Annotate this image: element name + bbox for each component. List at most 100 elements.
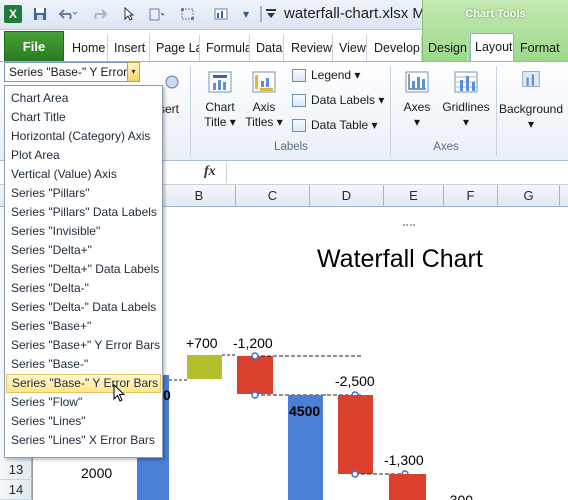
gridlines-button[interactable]: Gridlines ▾ (440, 70, 492, 130)
chart-plot: 0 +700 -1,200 4500 -2,500 -1,300 -300 (137, 335, 473, 500)
selection-handle[interactable] (251, 352, 259, 360)
menu-item[interactable]: Series "Delta-" (11, 281, 89, 295)
tab-developer[interactable]: Develop (370, 35, 422, 61)
column-header-g[interactable]: G (498, 185, 560, 207)
chart-resize-handle[interactable] (403, 224, 415, 228)
paste-icon[interactable] (146, 5, 166, 23)
axes-group-label: Axes (433, 141, 459, 153)
qat-expand-icon[interactable] (264, 5, 278, 23)
selection-handle[interactable] (251, 391, 259, 399)
formula-bar-handle (165, 165, 195, 181)
menu-item[interactable]: Series "Pillars" Data Labels (11, 205, 157, 219)
document-title: waterfall-chart.xlsx M (284, 5, 425, 22)
delta-minus-bar[interactable] (389, 474, 426, 500)
mouse-pointer-icon (113, 384, 125, 402)
pillar-bar[interactable] (288, 395, 323, 500)
menu-item[interactable]: Vertical (Value) Axis (11, 167, 117, 181)
menu-item[interactable]: Series "Lines" X Error Bars (11, 433, 155, 447)
tab-file[interactable]: File (4, 31, 64, 61)
menu-item[interactable]: Series "Base-" (11, 357, 89, 371)
chart-title-label-1: Chart (205, 100, 235, 114)
selection-pane-icon[interactable] (178, 5, 198, 23)
legend-icon (292, 68, 306, 82)
delta-minus-data-label: -1,300 (384, 452, 424, 468)
select-pointer-icon[interactable] (122, 5, 136, 23)
ribbon-tabs: Home Insert Page La Formula Data Review … (0, 31, 568, 61)
axes-label-1: Axes (403, 100, 431, 114)
insert-label: sert (158, 102, 179, 116)
axes-icon (405, 71, 429, 93)
delta-plus-data-label: +700 (186, 335, 218, 351)
menu-item[interactable]: Series "Lines" (11, 414, 86, 428)
menu-item[interactable]: Chart Area (11, 91, 69, 105)
undo-icon[interactable] (56, 5, 80, 23)
tab-layout[interactable]: Layout (470, 33, 514, 61)
delta-minus-data-label: -2,500 (335, 373, 375, 389)
delta-minus-bar[interactable] (338, 395, 373, 474)
tab-view[interactable]: View (335, 35, 367, 61)
menu-item[interactable]: Horizontal (Category) Axis (11, 129, 151, 143)
save-icon[interactable] (31, 5, 49, 23)
menu-item[interactable]: Plot Area (11, 148, 60, 162)
gridlines-label-1: Gridlines (442, 100, 490, 114)
pillar-data-label: 4500 (289, 403, 320, 419)
menu-item[interactable]: Series "Invisible" (11, 224, 101, 238)
row-header-14[interactable]: 14 (0, 480, 32, 500)
data-table-icon (292, 118, 306, 132)
tab-formulas[interactable]: Formula (202, 35, 250, 61)
menu-item[interactable]: Series "Base+" (11, 319, 92, 333)
data-table-button[interactable]: Data Table ▾ (292, 118, 378, 132)
background-button[interactable]: Background ▾ (498, 70, 564, 132)
tab-format[interactable]: Format (520, 41, 560, 55)
menu-item[interactable]: Series "Pillars" (11, 186, 90, 200)
menu-item[interactable]: Series "Delta+" Data Labels (11, 262, 160, 276)
row-header-13[interactable]: 13 (0, 460, 32, 480)
delta-minus-data-label: -300 (445, 492, 473, 500)
chart-elements-icon[interactable] (212, 5, 232, 23)
insert-function-button[interactable]: fx (204, 164, 216, 179)
gridlines-icon (454, 71, 478, 93)
tab-insert[interactable]: Insert (110, 35, 150, 61)
tab-review[interactable]: Review (287, 35, 333, 61)
menu-item[interactable]: Series "Delta-" Data Labels (11, 300, 157, 314)
chart-title-icon (208, 71, 232, 93)
y-axis-tick-label: 2000 (81, 465, 113, 481)
tab-design[interactable]: Design (424, 35, 468, 61)
excel-app-icon[interactable]: X (4, 5, 22, 23)
customize-qat-icon[interactable]: ▾ (242, 7, 250, 21)
menu-item[interactable]: Series "Delta+" (11, 243, 92, 257)
selection-handle[interactable] (351, 470, 359, 478)
delta-plus-bar[interactable] (187, 355, 222, 379)
menu-item[interactable]: Series "Base+" Y Error Bars (11, 338, 161, 352)
data-labels-button[interactable]: Data Labels ▾ (292, 93, 384, 107)
menu-item[interactable]: Series "Flow" (11, 395, 83, 409)
column-header-b[interactable]: B (163, 185, 236, 207)
menu-item[interactable]: Chart Title (11, 110, 66, 124)
legend-button[interactable]: Legend ▾ (292, 68, 360, 82)
insert-icon (165, 75, 179, 89)
menu-item-selected[interactable]: Series "Base-" Y Error Bars (6, 374, 161, 393)
column-header-d[interactable]: D (310, 185, 384, 207)
tab-home[interactable]: Home (68, 35, 108, 61)
axis-titles-icon (252, 71, 276, 93)
tab-data[interactable]: Data (252, 35, 284, 61)
chart-elements-dropdown: Chart Area Chart Title Horizontal (Categ… (4, 85, 163, 458)
tab-page-layout[interactable]: Page La (152, 35, 200, 61)
axis-titles-label-1: Axis (252, 100, 276, 114)
axis-titles-button[interactable]: Axis Titles ▾ (242, 70, 286, 130)
column-header-e[interactable]: E (384, 185, 444, 207)
chevron-down-icon[interactable]: ▾ (127, 62, 140, 82)
formula-input[interactable] (226, 163, 566, 183)
chart-title[interactable]: Waterfall Chart (317, 245, 483, 273)
insert-shapes-button[interactable]: sert (154, 72, 184, 117)
column-header-c[interactable]: C (236, 185, 310, 207)
chart-title-button[interactable]: Chart Title ▾ (198, 70, 242, 130)
column-header-f[interactable]: F (444, 185, 498, 207)
redo-icon[interactable] (88, 5, 112, 23)
pillar-data-label: 0 (163, 387, 171, 403)
axes-button[interactable]: Axes ▾ (398, 70, 436, 130)
background-label-1: Background (498, 102, 564, 116)
delta-minus-bar[interactable] (237, 356, 273, 394)
ribbon-layout-panel: sert Chart Title ▾ Axis Titles ▾ Legend … (0, 61, 568, 161)
chart-elements-selector[interactable]: Series "Base-" Y Error (4, 62, 128, 82)
